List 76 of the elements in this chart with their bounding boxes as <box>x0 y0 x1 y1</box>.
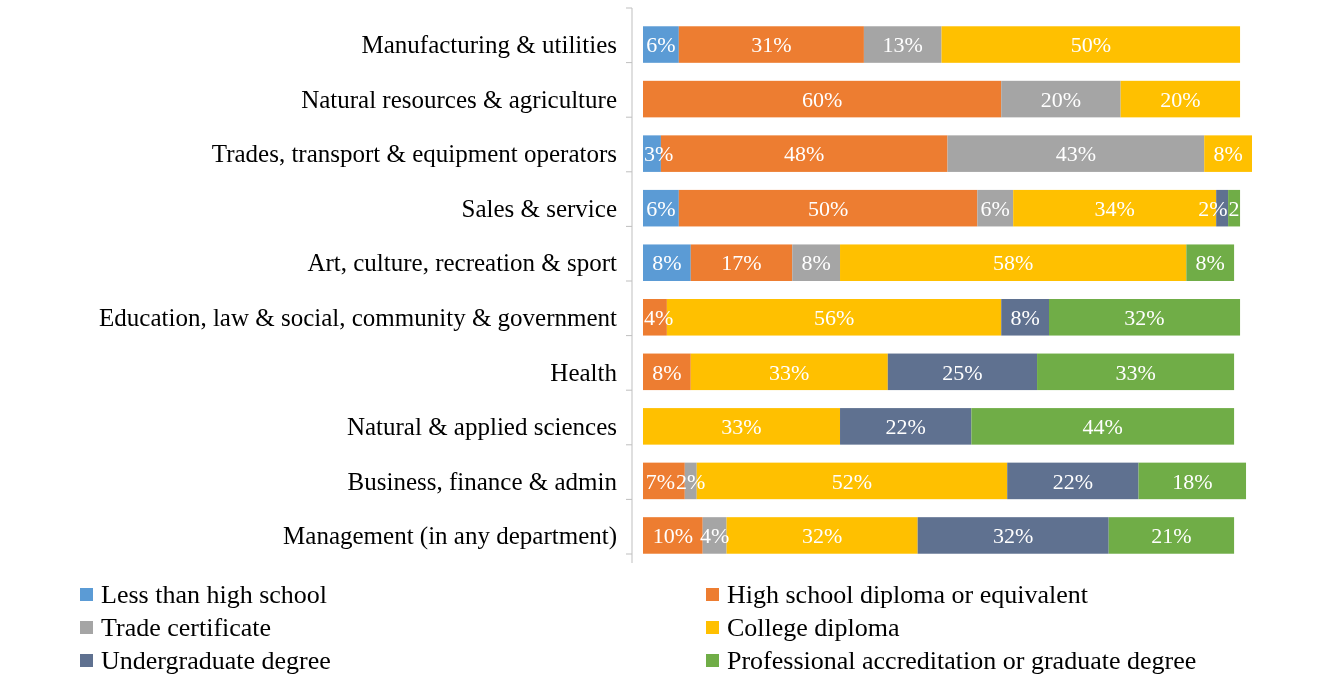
bar <box>971 408 1235 445</box>
data-label: 43% <box>1055 141 1097 167</box>
bar <box>643 408 841 445</box>
legend-label: Less than high school <box>101 580 328 610</box>
data-label: 32% <box>801 523 843 549</box>
data-label: 8% <box>1213 141 1243 167</box>
bar <box>690 353 888 391</box>
data-label: 8% <box>801 250 831 276</box>
bar <box>678 189 978 227</box>
y-tick-label: Trades, transport & equipment operators <box>211 140 617 168</box>
data-label: 32% <box>1124 304 1165 330</box>
data-label: 60% <box>801 86 843 112</box>
bar <box>840 408 972 445</box>
data-label: 50% <box>807 195 849 221</box>
data-label: 33% <box>769 359 810 385</box>
data-label: 25% <box>942 359 983 385</box>
data-label: 33% <box>1115 359 1156 385</box>
data-label: 21% <box>1151 523 1192 549</box>
bar <box>1138 462 1247 500</box>
bar <box>1037 353 1235 391</box>
legend-label: College diploma <box>727 613 901 643</box>
data-label: 7% <box>645 468 676 494</box>
y-tick-label: Manufacturing & utilities <box>361 31 617 59</box>
y-tick-label: Education, law & social, community & government <box>99 304 618 332</box>
data-label: 8% <box>652 250 682 276</box>
data-label: 20% <box>1160 86 1201 112</box>
y-tick-label: Sales & service <box>461 194 617 222</box>
y-tick-label: Business, finance & admin <box>347 467 618 495</box>
bar <box>643 80 1002 118</box>
legend-label: Undergraduate degree <box>101 646 331 676</box>
bar <box>1001 80 1121 118</box>
data-label: 44% <box>1082 414 1123 440</box>
y-tick-label: Natural & applied sciences <box>346 413 617 441</box>
data-label: 6% <box>646 32 676 58</box>
data-label: 13% <box>882 32 923 58</box>
data-label: 33% <box>721 414 762 440</box>
data-label: 6% <box>980 195 1010 221</box>
y-tick-label: Natural resources & agriculture <box>301 85 617 113</box>
data-label: 8% <box>652 359 682 385</box>
y-tick-label: Art, culture, recreation & sport <box>307 249 618 277</box>
data-label: 52% <box>831 468 873 494</box>
data-label: 8% <box>1010 304 1040 330</box>
data-label: 18% <box>1172 468 1213 494</box>
bar <box>887 353 1038 391</box>
data-label: 22% <box>885 414 926 440</box>
bar <box>1120 80 1241 118</box>
data-label: 6% <box>646 195 676 221</box>
bar <box>863 26 942 63</box>
bar <box>1108 517 1235 554</box>
bar <box>690 244 793 281</box>
legend-label: High school diploma or equivalent <box>727 580 1089 610</box>
data-label: 56% <box>813 304 855 330</box>
y-tick-label: Health <box>550 358 618 386</box>
data-label: 20% <box>1040 86 1082 112</box>
bar <box>840 244 1187 281</box>
data-label: 32% <box>993 523 1034 549</box>
data-label: 4% <box>643 304 674 330</box>
bar <box>917 517 1109 554</box>
legend-label: Trade certificate <box>101 613 272 643</box>
data-label: 17% <box>721 250 762 276</box>
bar <box>941 26 1241 63</box>
data-label: 31% <box>751 32 792 58</box>
data-label: 58% <box>993 250 1034 276</box>
data-label: 8% <box>1195 250 1225 276</box>
data-label: 22% <box>1052 468 1094 494</box>
legend-label: Professional accreditation or graduate degree <box>727 646 1197 676</box>
bar <box>678 26 864 63</box>
data-label: 10% <box>652 523 694 549</box>
data-label: 2 <box>1228 195 1240 221</box>
bar <box>947 135 1205 172</box>
bar <box>1007 462 1139 500</box>
y-tick-label: Management (in any department) <box>283 522 617 551</box>
data-label: 50% <box>1070 32 1111 58</box>
data-label: 34% <box>1094 195 1135 221</box>
bar <box>1049 299 1241 336</box>
data-label: 48% <box>784 141 825 167</box>
